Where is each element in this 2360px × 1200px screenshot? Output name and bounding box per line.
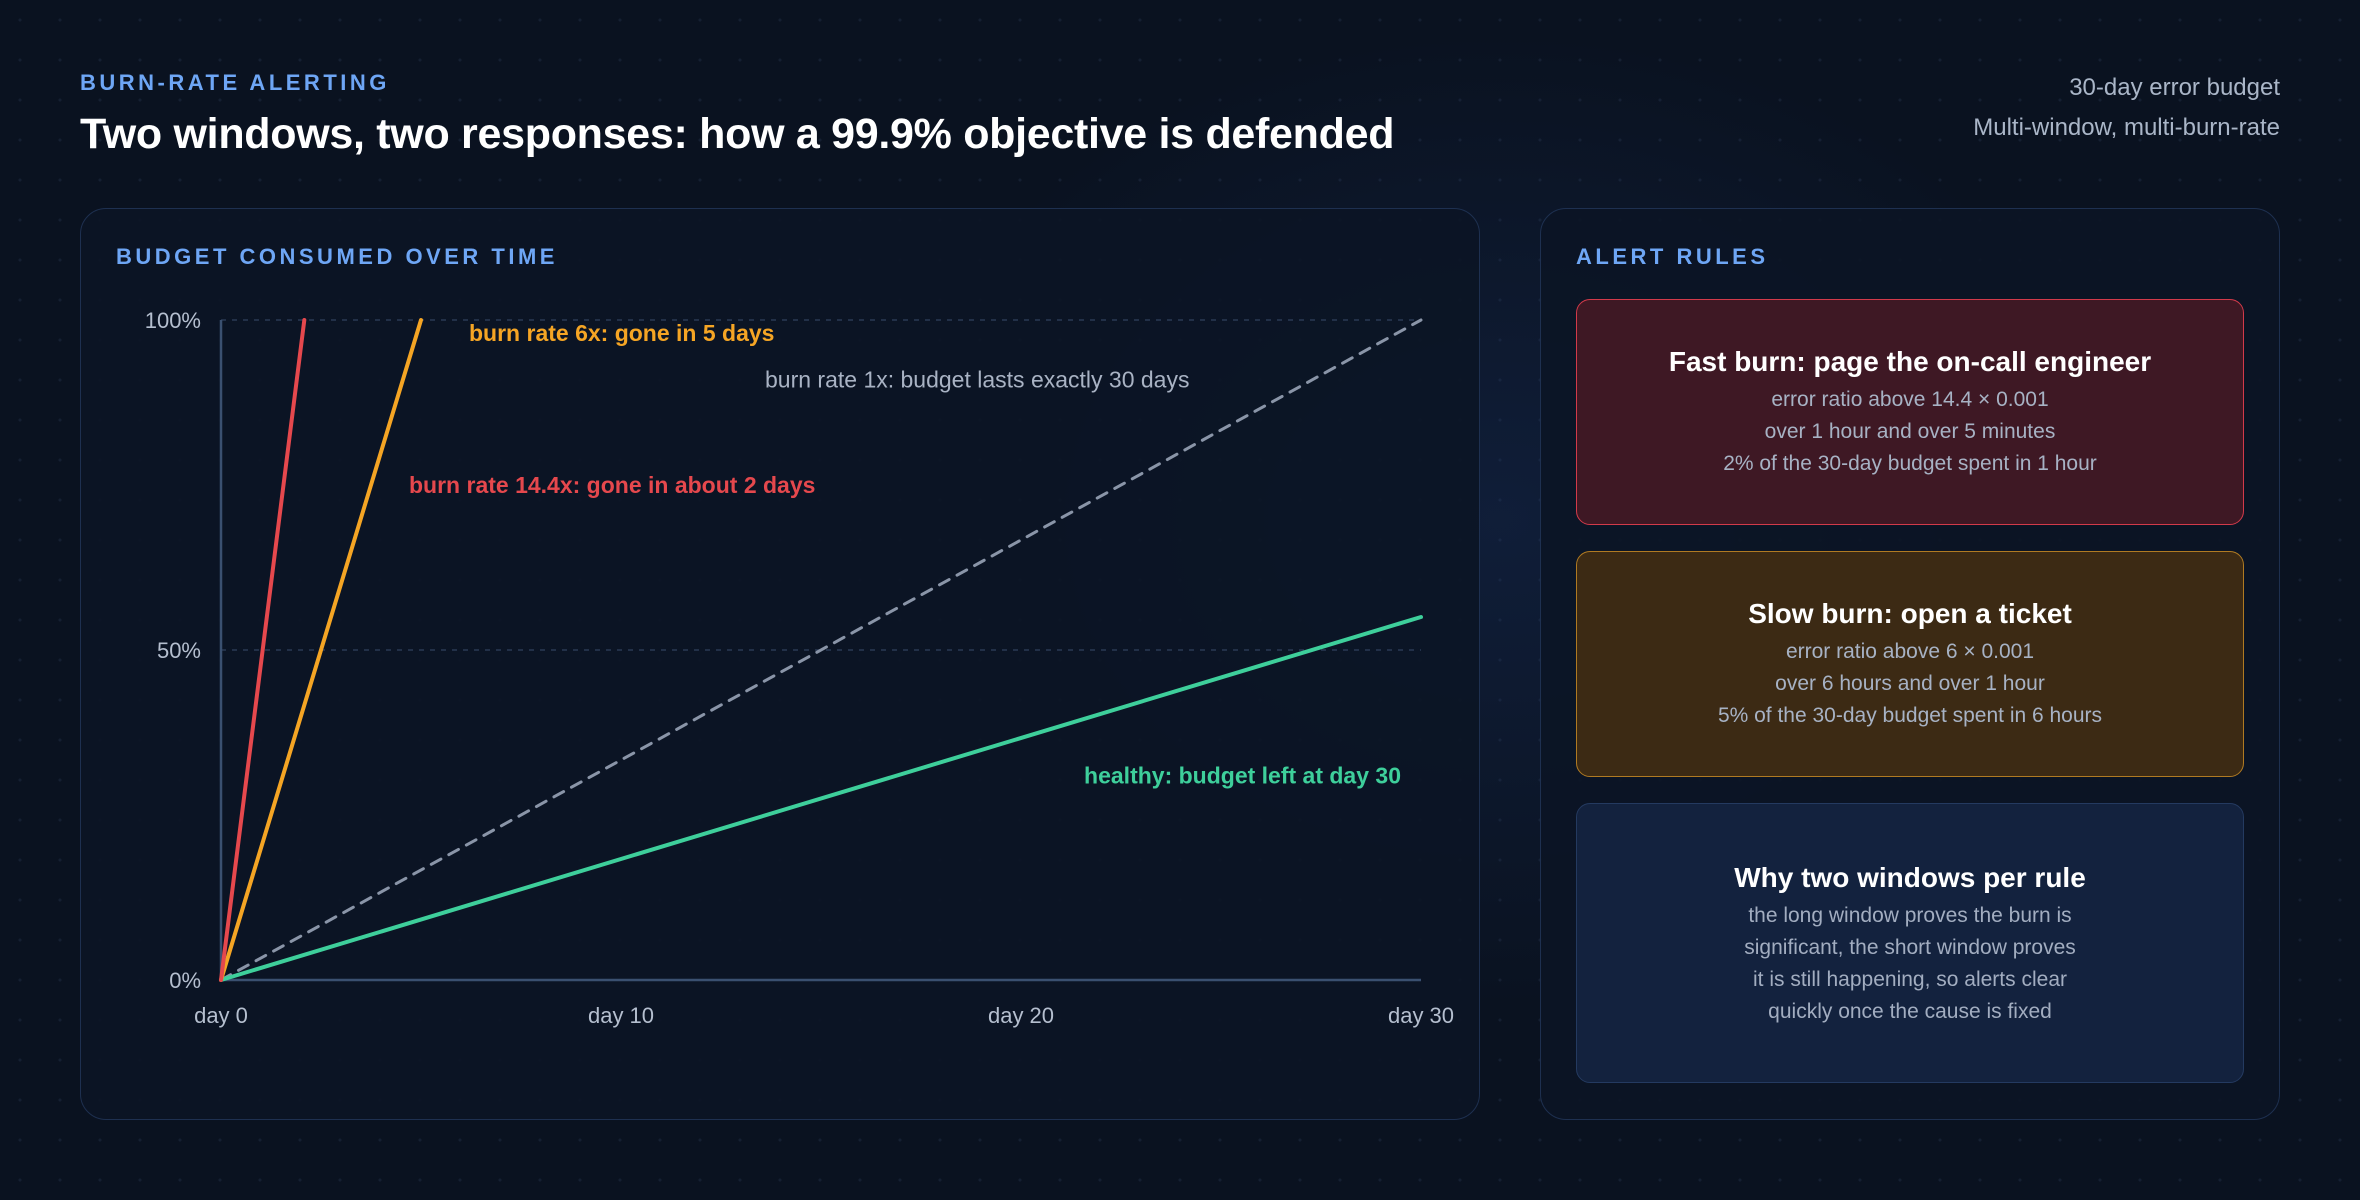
header-meta: 30-day error budget Multi-window, multi-… — [1973, 68, 2280, 148]
meta-budget-window: 30-day error budget — [2069, 74, 2280, 101]
meta-strategy: Multi-window, multi-burn-rate — [1973, 114, 2280, 141]
card-line: significant, the short window proves — [1744, 936, 2076, 959]
page-eyebrow: BURN-RATE ALERTING — [80, 70, 390, 95]
series-line-baseline — [219, 318, 1423, 982]
card-title: Why two windows per rule — [1734, 862, 2086, 893]
series-line-slow — [219, 318, 423, 982]
x-tick-label: day 20 — [988, 1003, 1054, 1028]
series-label-fast: burn rate 14.4x: gone in about 2 days — [409, 472, 815, 498]
slow-burn-card: Slow burn: open a ticket error ratio abo… — [1576, 551, 2244, 777]
card-line: the long window proves the burn is — [1748, 904, 2072, 927]
two-windows-explainer-card: Why two windows per rule the long window… — [1576, 803, 2244, 1083]
y-tick-label: 0% — [169, 968, 201, 993]
x-tick-label: day 0 — [194, 1003, 248, 1028]
fast-burn-card: Fast burn: page the on-call engineer err… — [1576, 299, 2244, 525]
series-line-fast — [219, 318, 307, 982]
x-tick-label: day 10 — [588, 1003, 654, 1028]
card-line: quickly once the cause is fixed — [1768, 1000, 2052, 1023]
alert-rules-heading: ALERT RULES — [1576, 244, 1769, 269]
card-line: error ratio above 6 × 0.001 — [1785, 640, 2035, 663]
card-line: over 1 hour and over 5 minutes — [1764, 420, 2056, 443]
series-label-baseline: burn rate 1x: budget lasts exactly 30 da… — [765, 366, 1189, 392]
card-title: Fast burn: page the on-call engineer — [1668, 346, 2152, 377]
card-title: Slow burn: open a ticket — [1748, 598, 2072, 629]
series-label-slow: burn rate 6x: gone in 5 days — [469, 320, 774, 346]
card-line: error ratio above 14.4 × 0.001 — [1771, 388, 2049, 411]
card-line: it is still happening, so alerts clear — [1753, 968, 2067, 991]
series-line-healthy — [219, 615, 1423, 982]
alert-rules-panel: ALERT RULES Fast burn: page the on-call … — [1540, 208, 2280, 1120]
chart-panel-heading: BUDGET CONSUMED OVER TIME — [116, 244, 558, 269]
series-label-healthy: healthy: budget left at day 30 — [1084, 762, 1401, 788]
y-tick-label: 50% — [157, 638, 201, 663]
card-line: over 6 hours and over 1 hour — [1775, 672, 2045, 695]
chart-panel: 0% 50% 100% day 0 day 10 day 20 day 30 burn rat… — [80, 208, 1480, 1120]
card-line: 5% of the 30-day budget spent in 6 hours — [1717, 704, 2103, 727]
x-tick-label: day 30 — [1388, 1003, 1454, 1028]
budget-chart: 0% 50% 100% day 0 day 10 day 20 day 30 burn rat… — [145, 308, 1454, 1028]
y-tick-label: 100% — [145, 308, 201, 333]
page-title: Two windows, two responses: how a 99.9% … — [80, 110, 1395, 158]
card-line: 2% of the 30-day budget spent in 1 hour — [1723, 452, 2097, 475]
